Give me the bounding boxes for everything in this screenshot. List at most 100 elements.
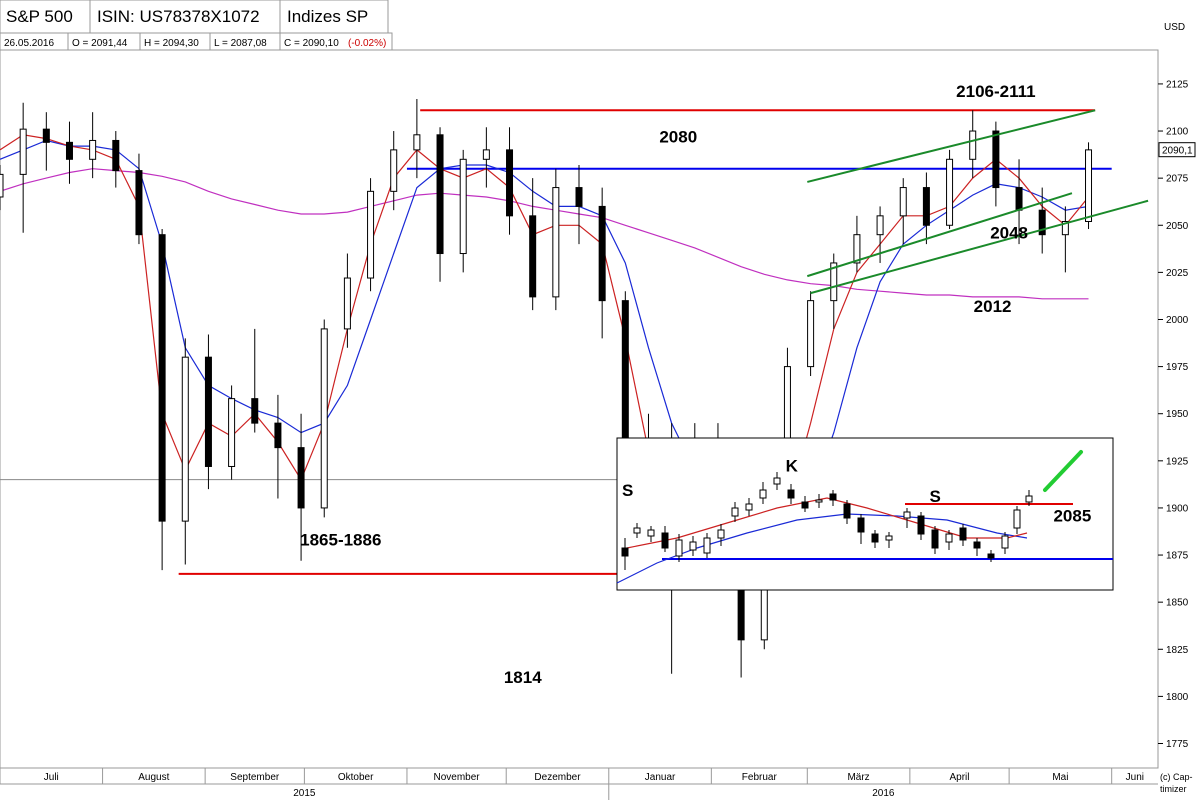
inset-candle-up: [815, 499, 823, 503]
candle-up: [946, 158, 954, 226]
candle-down: [112, 139, 120, 172]
candle-up: [459, 158, 467, 255]
inset-candle-down: [987, 553, 995, 559]
inset-label: S: [622, 481, 633, 500]
y-tick-label: 2000: [1166, 315, 1189, 326]
x-year-label: 2016: [872, 788, 895, 799]
plot-layer: 2106-2111 2080 2048 2012 1865-1886 1814: [0, 82, 1149, 687]
inset-label: K: [786, 456, 799, 475]
candle-up: [830, 262, 838, 302]
y-tick-label: 1950: [1166, 409, 1189, 420]
y-tick-label: 1925: [1166, 456, 1189, 467]
copyright-line1: (c) Cap-: [1160, 772, 1193, 782]
candle-up: [482, 149, 490, 160]
ma-mid-line: [0, 139, 1089, 547]
x-axis: Juli August September Oktober November Dezemb…: [0, 767, 1158, 800]
x-month-label: Juli: [44, 772, 59, 783]
y-tick-label: 1800: [1166, 692, 1189, 703]
inset-candle-down: [829, 493, 837, 501]
close-value: C = 2090,10: [284, 38, 339, 49]
x-month-label: Oktober: [338, 772, 374, 783]
candle-down: [992, 130, 1000, 189]
inset-frame: [616, 437, 1114, 591]
inset-candle-down: [871, 533, 879, 543]
candle-down: [65, 141, 73, 160]
annotation-label: 2080: [659, 127, 697, 146]
x-month-label: Juni: [1126, 772, 1144, 783]
inset-trend-arrow: [1043, 450, 1083, 492]
candle-down: [251, 398, 259, 424]
candle-down: [598, 205, 606, 302]
inset-candle-down: [621, 547, 629, 557]
annotation-label: 2048: [990, 223, 1028, 242]
candle-down: [436, 134, 444, 255]
last-price-tag: [1158, 142, 1196, 158]
candle-up: [807, 300, 815, 368]
candle-up: [899, 187, 907, 217]
inset-candle-down: [973, 541, 981, 549]
low-value: L = 2087,08: [214, 38, 267, 49]
inset-candle-up: [759, 489, 767, 499]
inset-candle-down: [843, 503, 851, 519]
y-tick-label: 2075: [1166, 174, 1189, 185]
candle-up: [1061, 220, 1069, 236]
inset-label: 2085: [1053, 507, 1091, 526]
ohlc-bar: 26.05.2016 O = 2091,44 H = 2094,30 L = 2…: [0, 32, 393, 51]
candle-down: [922, 187, 930, 226]
ma-short-line: [0, 134, 1089, 566]
candle-up: [390, 149, 398, 192]
candle-up: [552, 187, 560, 298]
x-month-label: Januar: [645, 772, 676, 783]
annotation-label: 1865-1886: [300, 531, 381, 550]
trendline-1: [806, 192, 1073, 278]
inset-label: S: [929, 487, 940, 506]
candle-down: [135, 170, 143, 236]
candle-up: [1085, 149, 1093, 222]
x-month-label: September: [230, 772, 280, 783]
inset-candle-up: [903, 511, 911, 519]
candle-up: [413, 134, 421, 151]
y-tick-label: 2125: [1166, 79, 1189, 90]
candle-down: [621, 300, 629, 443]
x-month-label: November: [434, 772, 481, 783]
trendline-2: [810, 199, 1149, 295]
candle-down: [42, 128, 50, 143]
inset-candle-up: [689, 541, 697, 551]
x-month-label: Februar: [742, 772, 778, 783]
inset-candle-down: [801, 501, 809, 509]
inset-candle-up: [647, 529, 655, 537]
currency-label: USD: [1164, 22, 1185, 33]
instrument-name: S&P 500: [6, 7, 73, 26]
index-label: Indizes SP: [287, 7, 368, 26]
inset-candle-up: [945, 533, 953, 543]
x-month-label: August: [138, 772, 169, 783]
isin-label: ISIN: US78378X1072: [97, 7, 260, 26]
inset-candle-down: [857, 517, 865, 533]
y-axis: 1775 1800 1825 1850 1875 1900 1925 1950 1975 2000…: [1157, 50, 1196, 768]
inset-candle-up: [633, 527, 641, 534]
y-tick-label: 2100: [1166, 127, 1189, 138]
x-month-label: Dezember: [534, 772, 581, 783]
x-year-label: 2015: [293, 788, 316, 799]
y-tick-label: 2050: [1166, 221, 1189, 232]
inset-candle-up: [731, 507, 739, 517]
annotation-label: 2012: [974, 297, 1012, 316]
candle-up: [228, 398, 236, 467]
inset-candle-up: [1013, 509, 1021, 529]
candle-down: [506, 149, 514, 217]
candle-up: [367, 190, 375, 279]
inset-candle-down: [931, 529, 939, 549]
candle-down: [274, 422, 282, 449]
inset-candle-down: [959, 527, 967, 541]
candle-down: [158, 234, 166, 522]
candle-up: [876, 215, 884, 236]
open-value: O = 2091,44: [72, 38, 128, 49]
inset-candle-down: [787, 489, 795, 499]
candle-down: [529, 215, 537, 298]
y-tick-label: 1975: [1166, 362, 1189, 373]
inset-candle-up: [1001, 535, 1009, 549]
annotation-label: 1814: [504, 668, 542, 687]
y-tick-label: 1900: [1166, 503, 1189, 514]
inset-candle-up: [717, 529, 725, 539]
last-price-label: 2090,1: [1162, 146, 1193, 157]
